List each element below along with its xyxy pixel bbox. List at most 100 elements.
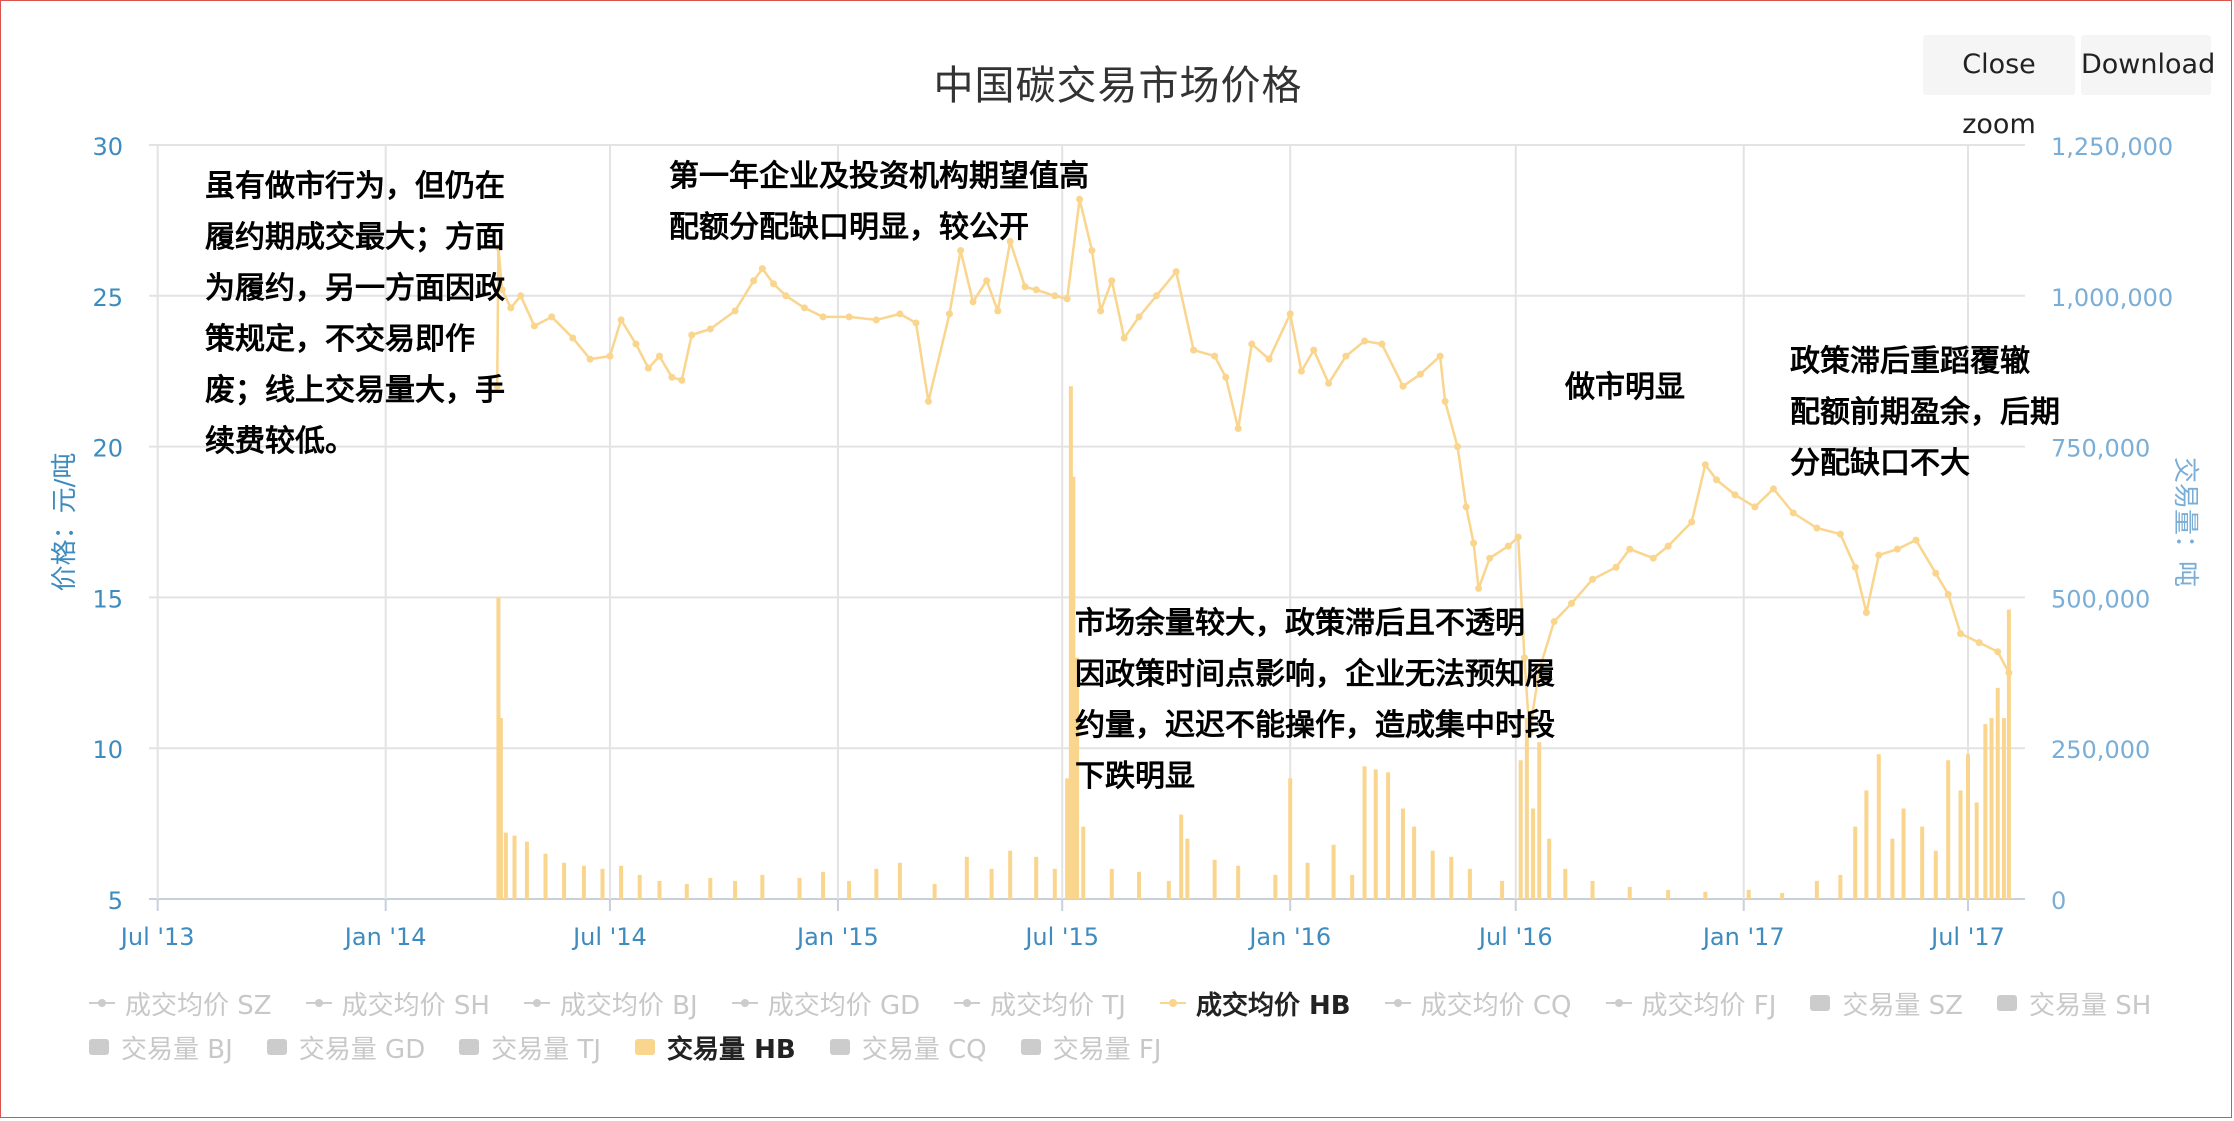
volume-bar <box>1703 891 1708 899</box>
legend-item[interactable]: 交易量 FJ <box>1020 1027 1161 1067</box>
volume-bar <box>1185 838 1190 899</box>
y-tick-label: 15 <box>92 585 123 613</box>
price-point <box>632 340 640 348</box>
price-point <box>1325 379 1333 387</box>
price-point <box>678 376 686 384</box>
volume-bar <box>1989 718 1994 899</box>
price-point <box>494 244 502 252</box>
price-point <box>1436 352 1444 360</box>
y-tick-label: 25 <box>92 284 123 312</box>
price-point <box>1063 295 1071 303</box>
price-point <box>800 304 808 312</box>
legend-item[interactable]: 成交均价 TJ <box>954 983 1126 1023</box>
legend-item[interactable]: 成交均价 CQ <box>1384 983 1572 1023</box>
square-marker-icon <box>1810 995 1831 1011</box>
volume-bar <box>1995 687 2000 899</box>
legend-item[interactable]: 成交均价 HB <box>1159 983 1351 1023</box>
price-point <box>1912 536 1920 544</box>
legend-item[interactable]: 成交均价 GD <box>731 983 920 1023</box>
legend-item[interactable]: 成交均价 SH <box>305 983 490 1023</box>
legend-item[interactable]: 交易量 SZ <box>1810 983 1963 1023</box>
legend-item[interactable]: 交易量 GD <box>266 1027 425 1067</box>
price-point <box>731 307 739 315</box>
x-tick-label: Jan '16 <box>1247 923 1331 951</box>
price-point <box>1051 292 1059 300</box>
price-point <box>1462 503 1470 511</box>
volume-bar <box>708 877 713 899</box>
legend-item[interactable]: 交易量 SH <box>1996 983 2151 1023</box>
price-point <box>1862 608 1870 616</box>
volume-bar <box>1627 886 1632 899</box>
volume-bar <box>1068 386 1073 899</box>
volume-bar <box>964 856 969 899</box>
volume-bar <box>581 865 586 899</box>
square-marker-icon <box>266 1039 287 1055</box>
legend-item[interactable]: 交易量 HB <box>635 1027 796 1067</box>
volume-bar <box>1853 826 1858 899</box>
price-point <box>1190 346 1198 354</box>
price-point <box>1589 575 1597 583</box>
price-point <box>782 292 790 300</box>
price-point <box>548 313 556 321</box>
line-marker-icon <box>89 994 115 1012</box>
volume-bar <box>657 880 662 899</box>
price-point <box>493 382 501 390</box>
price-point <box>569 334 577 342</box>
price-point <box>983 277 991 285</box>
volume-bar <box>1137 871 1142 899</box>
price-point <box>1712 476 1720 484</box>
chart-title: 中国碳交易市场价格 <box>933 63 1303 109</box>
volume-bar <box>1983 724 1988 899</box>
volume-bar <box>733 880 738 899</box>
legend-label: 成交均价 TJ <box>990 990 1126 1021</box>
volume-bar <box>1430 850 1435 899</box>
volume-bar <box>2001 718 2006 899</box>
volume-bar <box>1288 778 1293 899</box>
volume-bar <box>1814 880 1819 899</box>
price-point <box>1769 485 1777 493</box>
price-point <box>1994 648 2002 656</box>
price-point <box>2005 669 2013 677</box>
legend-item[interactable]: 成交均价 SZ <box>89 983 272 1023</box>
price-point <box>1076 195 1084 203</box>
volume-bar <box>503 832 508 899</box>
volume-bar <box>847 880 852 899</box>
legend-item[interactable]: 交易量 BJ <box>89 1027 233 1067</box>
volume-bar <box>1166 880 1171 899</box>
price-point <box>1813 524 1821 532</box>
volume-bar <box>1362 766 1367 899</box>
price-point <box>1135 313 1143 321</box>
legend-label: 成交均价 SZ <box>125 990 272 1021</box>
price-point <box>1525 729 1533 737</box>
volume-bar <box>1780 892 1785 899</box>
legend-label: 成交均价 HB <box>1195 990 1351 1021</box>
price-point <box>1475 584 1483 592</box>
annotation-market-surplus: 市场余量较大，政策滞后且不透明 因政策时间点影响，企业无法预知履 约量，迟迟不能… <box>1075 606 1555 794</box>
legend-label: 成交均价 FJ <box>1641 990 1777 1021</box>
volume-bar <box>1179 814 1184 899</box>
legend-item[interactable]: 交易量 TJ <box>459 1027 601 1067</box>
price-point <box>924 397 932 405</box>
legend-item[interactable]: 交易量 CQ <box>829 1027 987 1067</box>
legend-item[interactable]: 成交均价 FJ <box>1605 983 1777 1023</box>
price-point <box>1310 346 1318 354</box>
price-point <box>668 373 676 381</box>
price-point <box>507 304 515 312</box>
annotation-compliance-period: 虽有做市行为，但仍在 履约期成交最大；方面 为履约，另一方面因政 策规定，不交易… <box>205 169 505 459</box>
legend-label: 交易量 SZ <box>1842 990 1963 1021</box>
volume-bar <box>524 841 529 899</box>
close-zoom-button[interactable]: Close zoom <box>1923 35 2075 140</box>
volume-bar <box>1449 856 1454 899</box>
volume-bar <box>1974 802 1979 899</box>
y2-tick-label: 1,000,000 <box>2051 284 2173 312</box>
volume-bar <box>1838 874 1843 899</box>
volume-bar <box>1467 868 1472 899</box>
download-button[interactable]: Download <box>2081 35 2215 95</box>
price-point <box>845 313 853 321</box>
price-point <box>1649 554 1657 562</box>
legend-item[interactable]: 成交均价 BJ <box>523 983 698 1023</box>
price-point <box>1416 370 1424 378</box>
volume-bar <box>874 868 879 899</box>
volume-bar <box>1500 880 1505 899</box>
